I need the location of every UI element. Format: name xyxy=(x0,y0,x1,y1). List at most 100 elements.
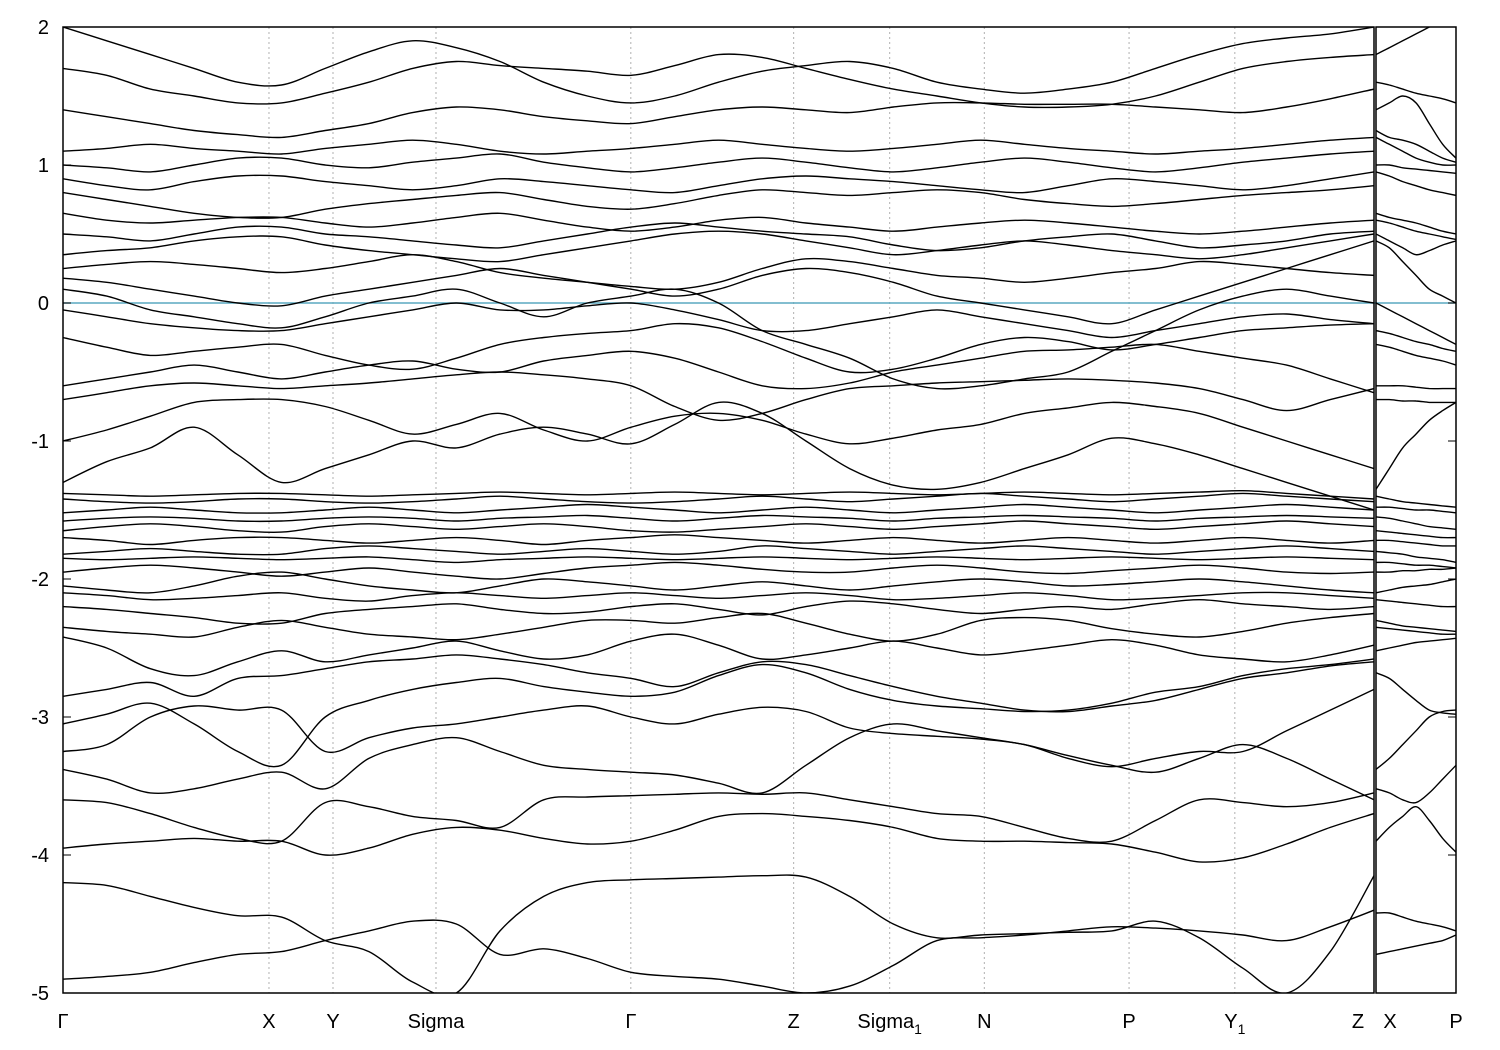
band-line xyxy=(1376,934,1456,956)
bands-segment-2 xyxy=(1376,27,1456,956)
band-line xyxy=(1376,516,1456,530)
band-line xyxy=(63,288,1374,390)
k-point-label-main: Sigma xyxy=(857,1011,915,1033)
band-line xyxy=(63,371,1374,422)
band-line xyxy=(63,571,1374,594)
y-tick-label: 0 xyxy=(38,293,49,315)
bands-segment-1 xyxy=(63,27,1374,993)
k-point-label: Sigma xyxy=(408,1011,466,1033)
band-line xyxy=(1376,764,1456,804)
k-point-label-main: Y xyxy=(1224,1011,1237,1033)
plot-frame-1 xyxy=(62,26,1375,994)
band-line xyxy=(1376,240,1456,304)
band-line xyxy=(63,514,1374,523)
band-line xyxy=(1376,129,1456,163)
plot-frame-2 xyxy=(1375,26,1457,994)
band-line xyxy=(1376,81,1456,104)
k-point-label-main: Z xyxy=(1352,1011,1364,1033)
k-point-label: Γ xyxy=(625,1011,636,1033)
band-line xyxy=(1376,567,1456,573)
band-line xyxy=(1376,27,1431,56)
band-line xyxy=(63,503,1374,514)
k-point-label-main: Y xyxy=(326,1011,339,1033)
y-axis-ticks: -5 -4 -3 -2 -1 0 1 2 xyxy=(31,17,1456,1005)
y-tick-label: -3 xyxy=(31,707,49,729)
band-line xyxy=(1376,136,1456,166)
band-line xyxy=(63,598,1374,625)
band-line xyxy=(63,534,1374,546)
band-line xyxy=(63,253,1374,291)
band-line xyxy=(63,171,1374,194)
band-line xyxy=(1376,385,1456,390)
band-line xyxy=(1376,212,1456,235)
band-line xyxy=(63,489,1374,500)
band-line xyxy=(63,658,1374,768)
band-line xyxy=(63,612,1374,642)
band-line xyxy=(63,561,1374,580)
k-point-label-main: Sigma xyxy=(408,1011,466,1033)
k-point-label-main: Γ xyxy=(625,1011,636,1033)
k-point-label-main: P xyxy=(1449,1011,1462,1033)
band-line xyxy=(1376,506,1456,514)
band-line xyxy=(63,492,1374,504)
k-point-label: Z xyxy=(1352,1011,1364,1033)
k-point-label-main: X xyxy=(262,1011,275,1033)
band-line xyxy=(63,88,1374,139)
band-line xyxy=(63,688,1374,768)
band-line xyxy=(63,240,1374,325)
band-line xyxy=(1376,911,1456,932)
band-line xyxy=(63,591,1374,602)
band-line xyxy=(63,401,1374,511)
band-line xyxy=(1376,805,1456,853)
k-point-label: Z xyxy=(788,1011,800,1033)
band-line xyxy=(1376,672,1456,715)
band-line xyxy=(1376,495,1456,508)
band-line xyxy=(1376,539,1456,547)
k-point-label: N xyxy=(977,1011,991,1033)
band-line xyxy=(63,545,1374,556)
band-line xyxy=(1376,398,1456,404)
band-line xyxy=(63,654,1374,713)
band-line xyxy=(1376,343,1456,366)
band-line xyxy=(63,27,1374,104)
band-line xyxy=(63,909,1374,993)
band-line xyxy=(63,53,1374,109)
k-point-label: Y xyxy=(326,1011,339,1033)
k-point-label: Y1 xyxy=(1224,1011,1245,1037)
k-point-label-subscript: 1 xyxy=(914,1021,922,1037)
band-line xyxy=(63,633,1374,677)
band-line xyxy=(1376,561,1456,569)
k-point-label-subscript: 1 xyxy=(1238,1021,1246,1037)
band-line xyxy=(63,322,1374,374)
y-tick-label: 2 xyxy=(38,17,49,39)
band-line xyxy=(1376,578,1456,594)
band-line xyxy=(63,812,1374,863)
band-line xyxy=(63,556,1374,564)
band-line xyxy=(1376,637,1456,652)
y-tick-label: 1 xyxy=(38,155,49,177)
band-line xyxy=(63,136,1374,155)
band-line xyxy=(1376,709,1456,770)
k-point-label-main: Γ xyxy=(57,1011,68,1033)
k-point-label: P xyxy=(1122,1011,1135,1033)
band-line xyxy=(1376,302,1456,346)
band-line xyxy=(1376,329,1456,352)
y-tick-label: -2 xyxy=(31,569,49,591)
band-line xyxy=(63,723,1374,801)
k-point-label: P xyxy=(1449,1011,1462,1033)
band-line xyxy=(1376,530,1456,539)
band-line xyxy=(1376,626,1456,635)
band-line xyxy=(63,230,1374,263)
band-line xyxy=(1376,233,1456,256)
band-line xyxy=(63,185,1374,219)
band-line xyxy=(1376,599,1456,608)
k-path-separators xyxy=(268,27,1236,993)
k-point-label: X xyxy=(262,1011,275,1033)
y-tick-label: -4 xyxy=(31,845,49,867)
k-point-label: Γ xyxy=(57,1011,68,1033)
band-line xyxy=(1376,401,1456,490)
k-point-label-main: P xyxy=(1122,1011,1135,1033)
band-line xyxy=(63,398,1374,470)
y-tick-label: -1 xyxy=(31,431,49,453)
